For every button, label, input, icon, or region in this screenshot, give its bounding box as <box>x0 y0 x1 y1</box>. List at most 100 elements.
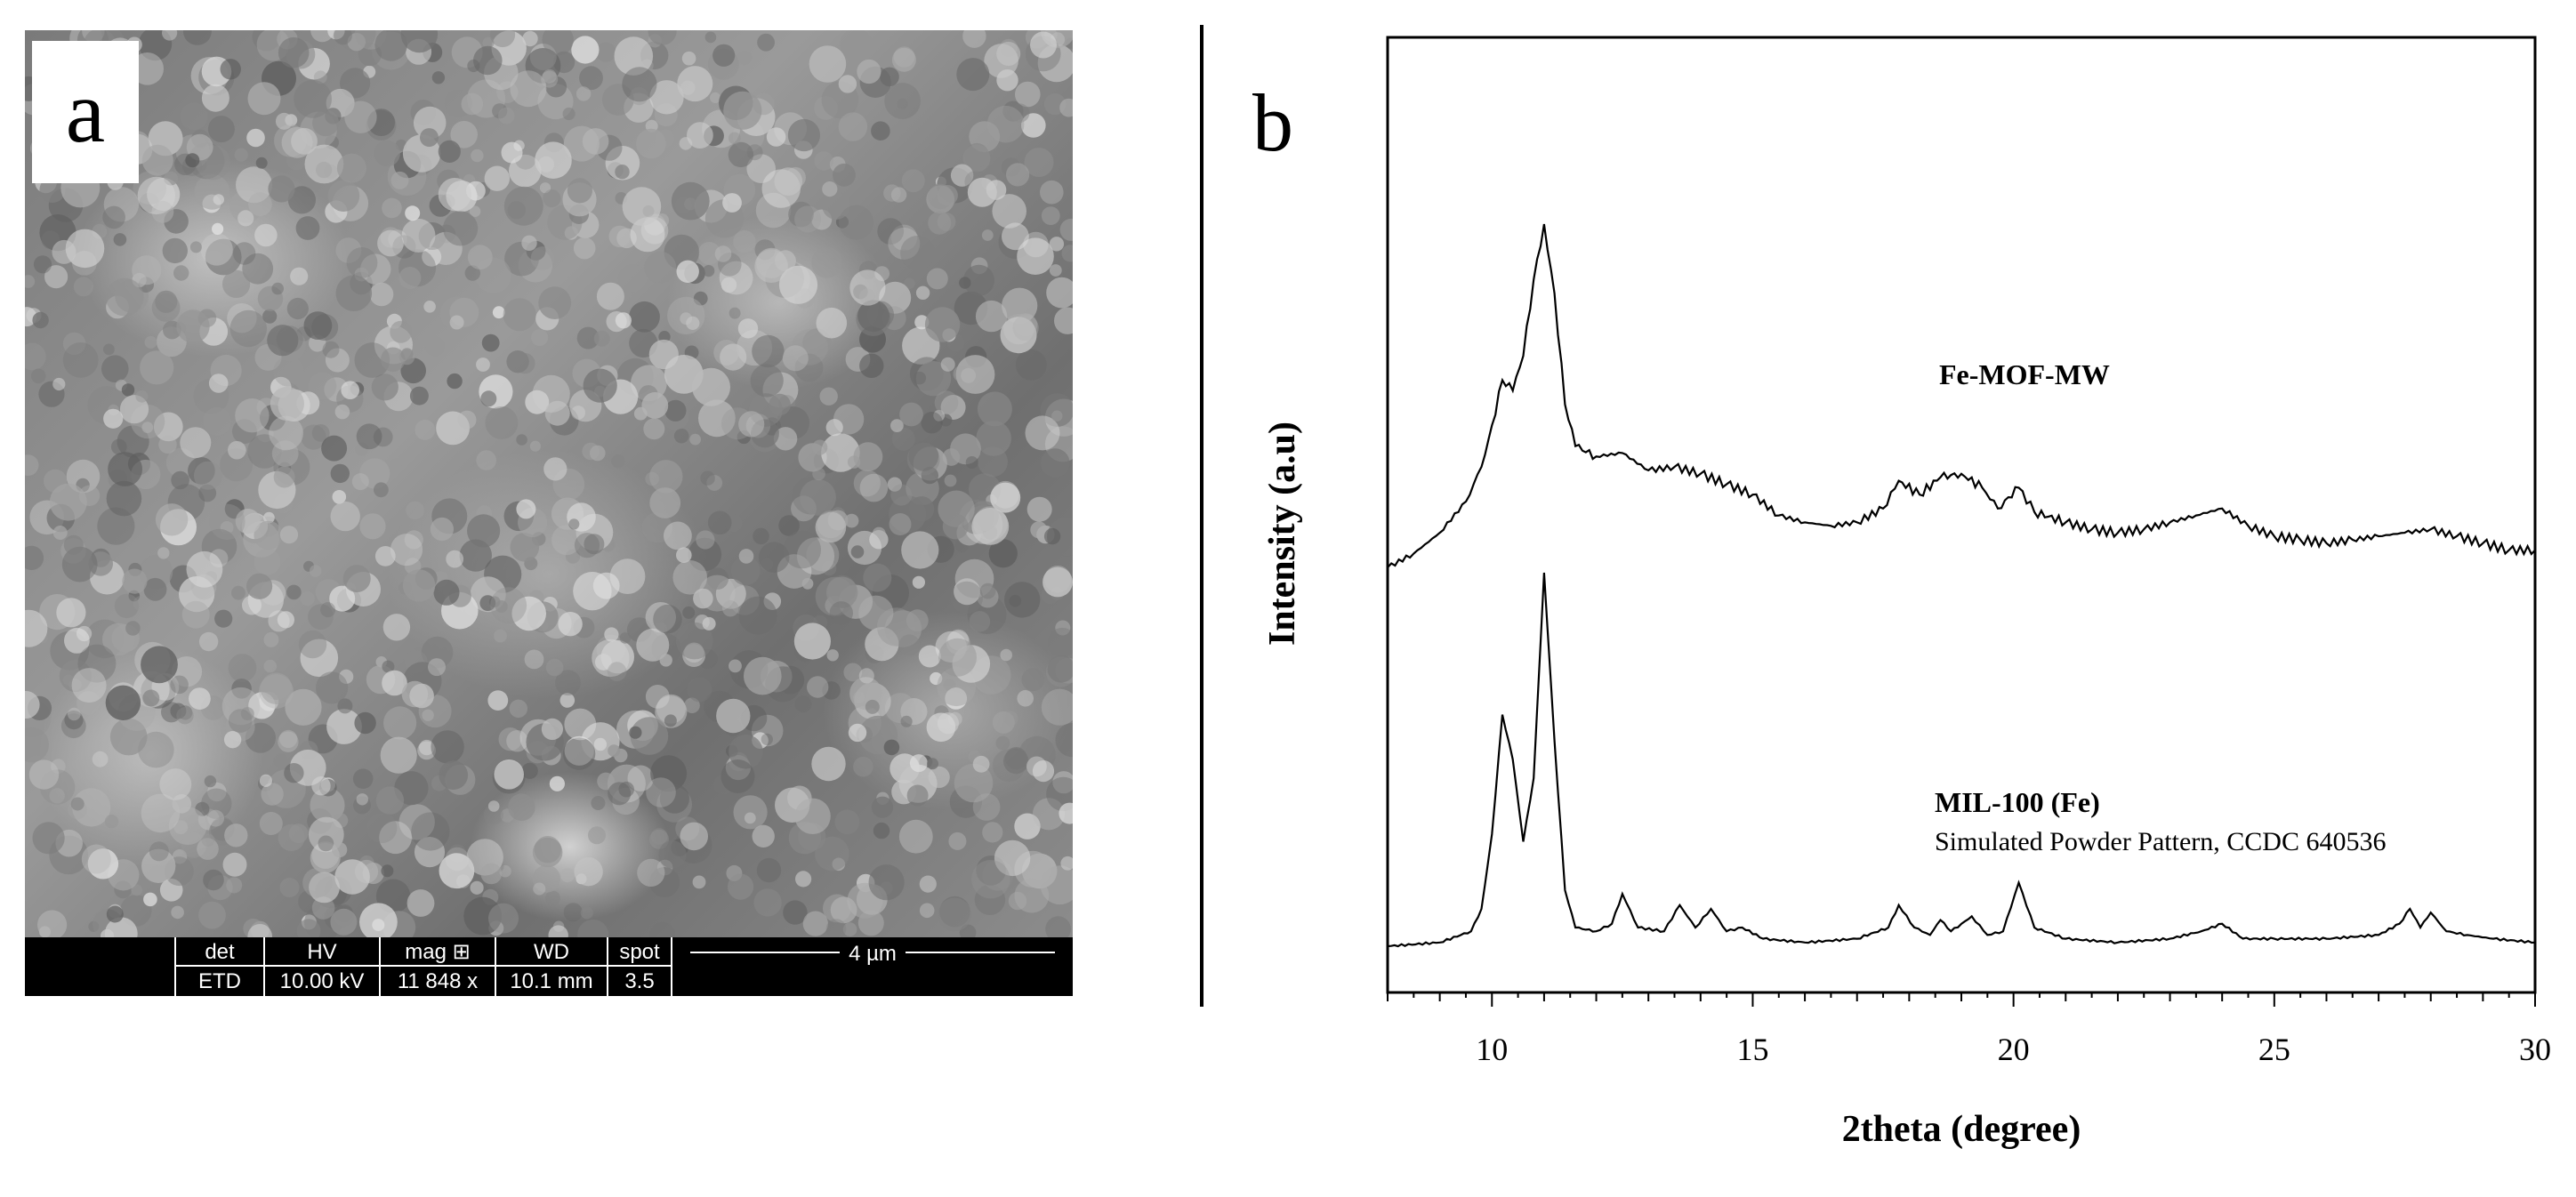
sem-grain <box>816 307 848 339</box>
sem-grain <box>897 98 908 109</box>
sem-grain <box>689 433 701 446</box>
sem-grain <box>865 627 899 662</box>
sem-grain <box>562 737 596 770</box>
sem-cell-wd: WD 10.1 mm <box>495 937 607 996</box>
sem-grain <box>304 144 344 184</box>
sem-grain <box>398 267 422 289</box>
sem-grain <box>530 246 555 270</box>
sem-grain <box>582 128 609 155</box>
sem-grain <box>374 140 400 167</box>
sem-grain <box>738 411 765 438</box>
sem-grain <box>576 326 600 349</box>
sem-grain <box>728 141 754 168</box>
sem-grain <box>214 609 233 628</box>
sem-grain <box>147 177 181 212</box>
sem-grain <box>409 386 429 406</box>
sem-grain <box>579 66 603 91</box>
sem-grain <box>906 784 929 807</box>
sem-grain <box>1002 222 1029 251</box>
sem-grain <box>650 755 688 792</box>
sem-grain <box>37 910 68 937</box>
sem-grain <box>1055 620 1071 636</box>
sem-grain <box>774 167 803 196</box>
sem-grain <box>815 511 847 543</box>
sem-grain <box>407 889 435 917</box>
sem-grain <box>718 253 742 277</box>
sem-grain <box>593 737 608 751</box>
sem-grain <box>611 454 625 469</box>
sem-grain <box>425 336 446 357</box>
sem-grain <box>822 681 841 700</box>
sem-grain <box>992 194 1026 229</box>
sem-grain <box>284 763 304 783</box>
sem-grain <box>186 550 223 588</box>
sem-grain <box>221 687 261 726</box>
sem-grain <box>933 409 946 422</box>
sem-grain <box>355 442 369 456</box>
sem-grain <box>198 631 219 652</box>
sem-grain <box>926 712 956 743</box>
sem-grain <box>372 919 385 932</box>
sem-grain <box>753 527 769 545</box>
sem-grain <box>311 776 331 796</box>
sem-grain <box>567 178 593 204</box>
sem-grain <box>213 194 224 205</box>
sem-grain <box>738 549 754 564</box>
sem-grain <box>863 563 892 592</box>
sem-grain <box>659 783 690 814</box>
sem-grain <box>231 679 252 699</box>
sem-grain <box>49 483 87 521</box>
sem-grain <box>1047 655 1073 683</box>
sem-grain <box>401 218 436 253</box>
sem-grain <box>1049 264 1062 277</box>
sem-grain <box>714 245 732 262</box>
sem-grain <box>151 293 181 322</box>
sem-grain <box>706 475 723 491</box>
sem-grain <box>756 247 787 278</box>
sem-grain <box>687 677 712 703</box>
sem-grain <box>574 857 603 887</box>
panel-a-label: a <box>32 41 139 183</box>
sem-grain <box>310 787 345 823</box>
sem-grain <box>459 539 492 572</box>
sem-grain <box>928 211 952 235</box>
sem-grain <box>439 760 469 790</box>
sem-grain <box>498 107 515 125</box>
sem-grain <box>975 300 1008 333</box>
sem-grain <box>879 281 912 314</box>
sem-grain <box>942 513 969 540</box>
sem-grain <box>1054 307 1073 334</box>
sem-grain <box>755 192 792 229</box>
sem-grain <box>63 534 84 555</box>
sem-grain <box>645 602 676 633</box>
sem-grain <box>630 717 669 755</box>
sem-grain <box>312 109 340 137</box>
sem-grain <box>263 631 279 647</box>
sem-grain <box>511 596 546 631</box>
sem-grain <box>267 325 299 357</box>
sem-grain <box>961 367 977 383</box>
sem-grain <box>1059 218 1073 241</box>
sem-grain <box>1043 566 1072 593</box>
sem-grain <box>351 473 369 491</box>
sem-grain <box>279 729 298 749</box>
sem-grain <box>428 658 446 677</box>
sem-grain <box>859 353 884 378</box>
sem-grain <box>853 756 873 777</box>
sem-grain <box>761 733 773 746</box>
sem-grain <box>101 928 115 937</box>
sem-grain <box>681 51 696 66</box>
sem-grain <box>549 775 566 791</box>
sem-grain <box>901 531 939 569</box>
sem-grain <box>254 548 281 575</box>
sem-grain <box>996 69 1018 92</box>
sem-grain <box>450 121 478 149</box>
sem-grain <box>371 374 398 401</box>
sem-grain <box>649 921 676 937</box>
sem-grain <box>180 427 212 459</box>
sem-grain <box>899 402 923 427</box>
sem-grain <box>532 374 570 413</box>
sem-grain <box>334 859 370 895</box>
sem-grain <box>868 864 905 901</box>
